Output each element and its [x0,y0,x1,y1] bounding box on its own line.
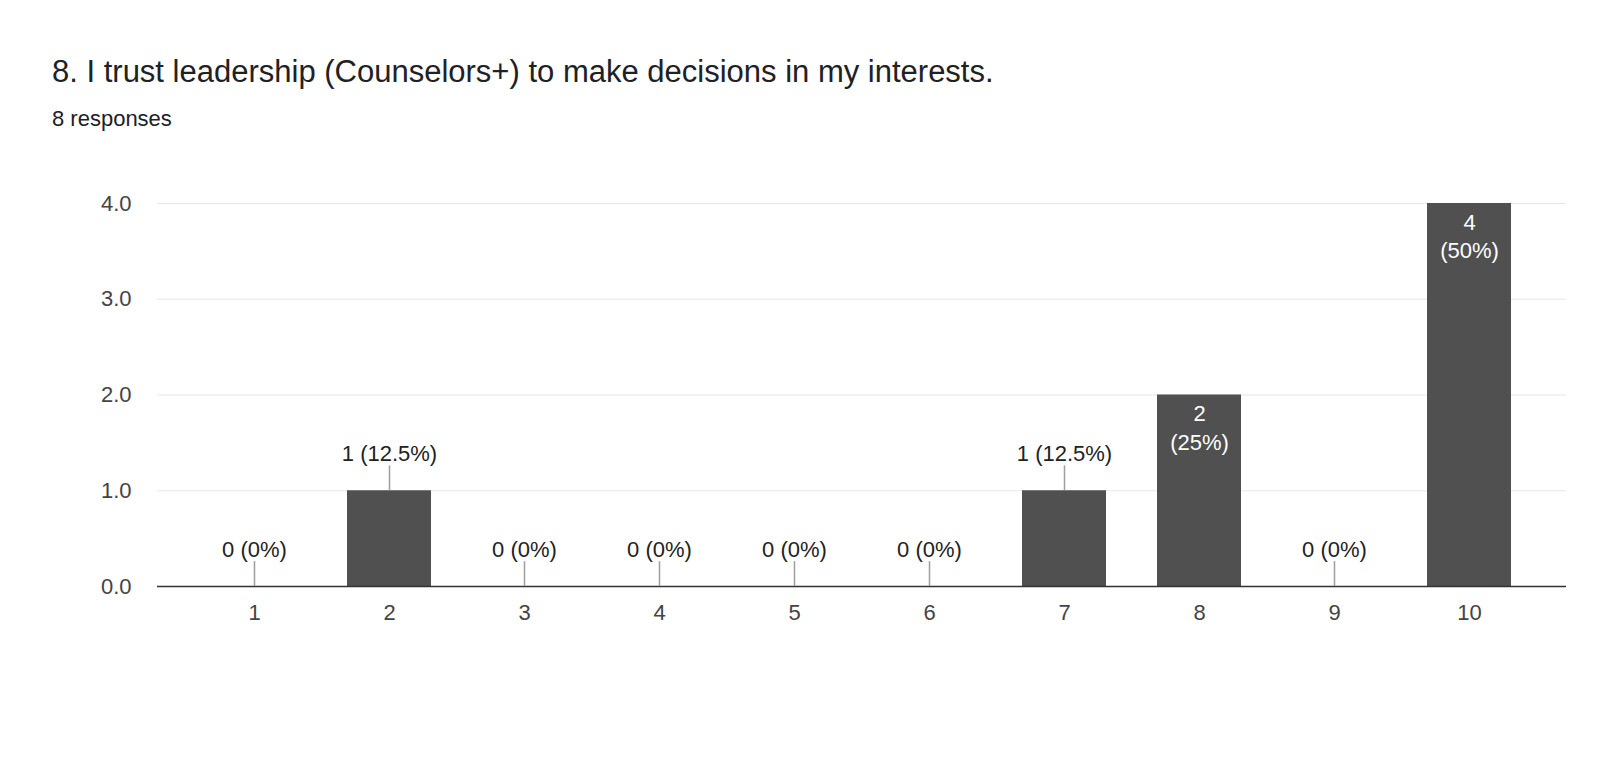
svg-text:10: 10 [1457,600,1481,625]
svg-text:1.0: 1.0 [101,478,132,503]
svg-text:1 (12.5%): 1 (12.5%) [1017,441,1112,466]
svg-text:4: 4 [653,600,665,625]
svg-text:8: 8 [1193,600,1205,625]
svg-text:2.0: 2.0 [101,382,132,407]
svg-text:1 (12.5%): 1 (12.5%) [342,441,437,466]
svg-text:0.0: 0.0 [101,574,132,599]
svg-text:0 (0%): 0 (0%) [492,537,557,562]
svg-text:0 (0%): 0 (0%) [1302,537,1367,562]
svg-text:1: 1 [248,600,260,625]
html-text:8. I trust leadership (Counsel: 8. I trust leadership (Counselors+) to m… [52,54,994,89]
svg-text:2: 2 [383,600,395,625]
svg-text:3: 3 [518,600,530,625]
html-text:8 responses: 8 responses [52,106,172,131]
svg-text:0 (0%): 0 (0%) [627,537,692,562]
svg-text:6: 6 [923,600,935,625]
svg-text:4.0: 4.0 [101,191,132,216]
svg-text:0 (0%): 0 (0%) [222,537,287,562]
svg-text:0 (0%): 0 (0%) [762,537,827,562]
svg-text:0 (0%): 0 (0%) [897,537,962,562]
svg-text:4(50%): 4(50%) [1440,210,1499,264]
svg-text:2(25%): 2(25%) [1170,401,1229,455]
svg-text:3.0: 3.0 [101,286,132,311]
svg-text:5: 5 [788,600,800,625]
svg-text:9: 9 [1328,600,1340,625]
svg-text:7: 7 [1058,600,1070,625]
